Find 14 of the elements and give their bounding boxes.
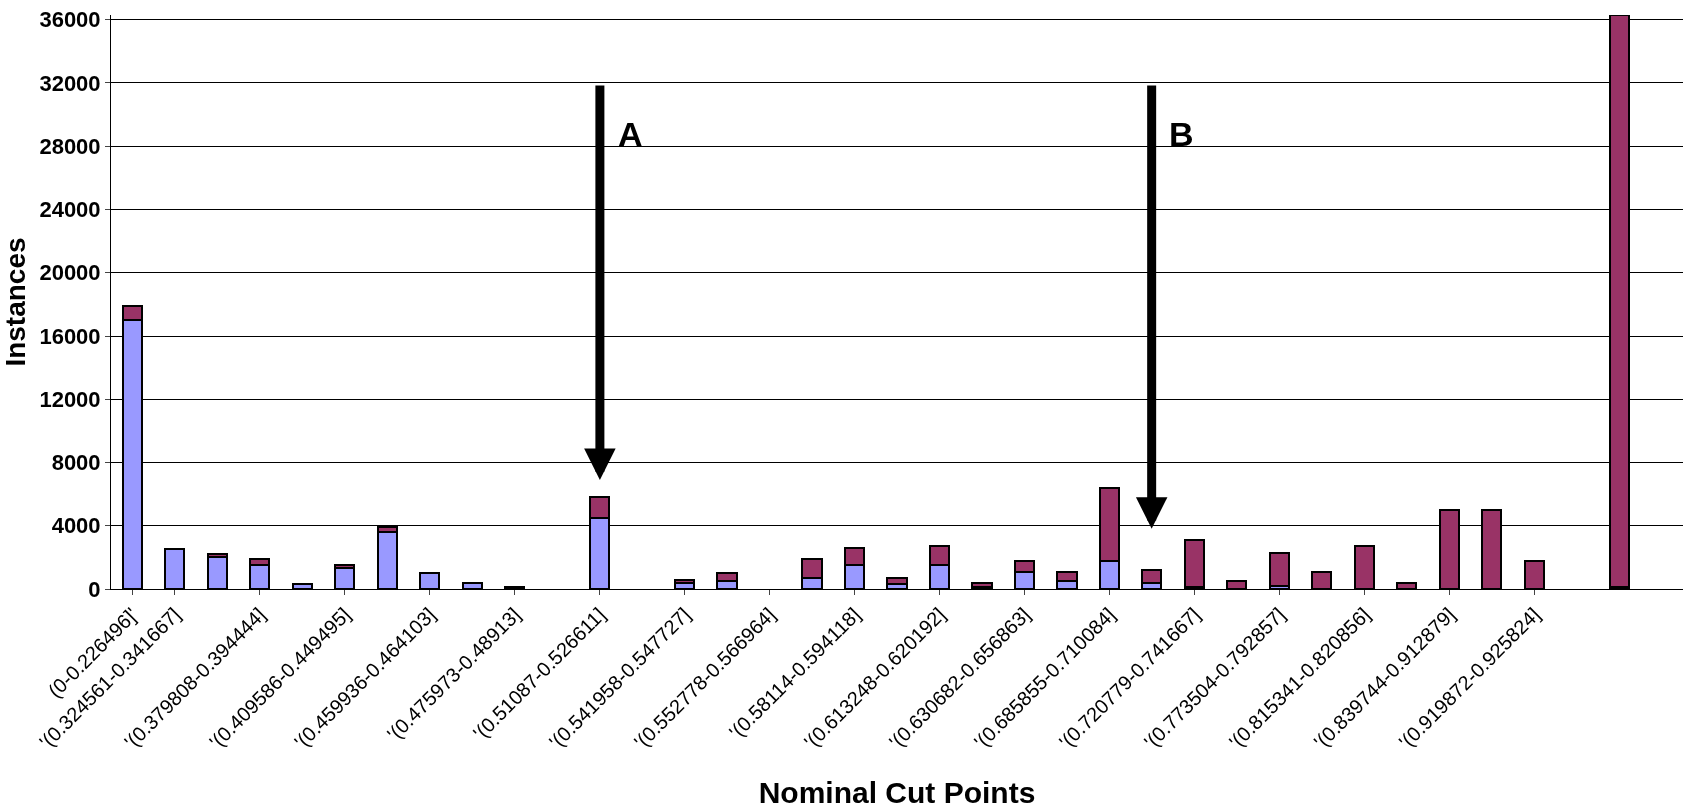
y-tick-label: 16000 [39, 323, 101, 349]
y-tick-label: 20000 [39, 260, 101, 286]
y-tick-label: 0 [88, 576, 101, 602]
y-tick-label: 12000 [39, 386, 101, 412]
y-tick-label: 24000 [39, 197, 101, 223]
y-tick-label: 4000 [51, 513, 101, 539]
annotation: A [618, 115, 643, 153]
y-tick-label: 28000 [39, 133, 101, 159]
y-tick-label: 32000 [39, 70, 101, 96]
y-axis-title: Instances [0, 237, 31, 367]
y-tick-label: 36000 [39, 7, 101, 33]
y-tick-label: 8000 [51, 450, 101, 476]
x-axis-title: Nominal Cut Points [758, 776, 1036, 809]
annotation: B [1169, 115, 1194, 153]
